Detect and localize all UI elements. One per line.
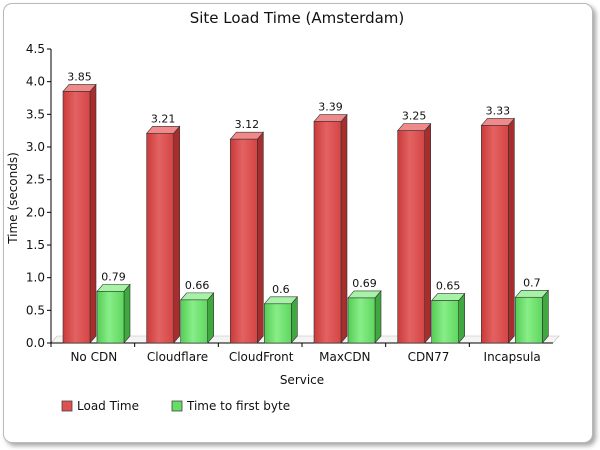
bar-top-load-time xyxy=(62,84,97,92)
y-tick-label: 3.0 xyxy=(26,140,45,154)
bar-side-ttfb xyxy=(207,292,214,344)
legend: Load Time Time to first byte xyxy=(61,399,290,413)
legend-swatch-ttfb xyxy=(171,400,183,412)
bar-top-load-time xyxy=(313,114,348,122)
y-tick-label: 0.0 xyxy=(26,336,45,350)
x-tick-label: CloudFront xyxy=(229,350,294,364)
bar-side-load-time xyxy=(340,113,348,344)
bar-side-ttfb xyxy=(542,289,549,344)
bar-side-ttfb xyxy=(291,295,298,344)
data-label-ttfb: 0.69 xyxy=(352,277,377,290)
bar-side-ttfb xyxy=(374,290,382,344)
bar-top-ttfb xyxy=(96,284,131,292)
x-tick-label: CDN77 xyxy=(408,350,450,364)
data-label-load-time: 3.21 xyxy=(151,112,176,125)
y-tick-label: 0.5 xyxy=(26,303,45,317)
y-tick-label: 2.0 xyxy=(26,205,45,219)
data-label-ttfb: 0.6 xyxy=(272,283,290,296)
data-label-ttfb: 0.7 xyxy=(523,276,541,289)
data-label-load-time: 3.33 xyxy=(486,104,511,117)
bar-side-load-time xyxy=(89,83,97,344)
bar-load-time xyxy=(146,132,174,344)
x-tick-label: Incapsula xyxy=(484,350,541,364)
bar-ttfb xyxy=(264,303,292,344)
x-tick-label: MaxCDN xyxy=(319,350,370,364)
data-label-ttfb: 0.79 xyxy=(101,270,126,283)
bar-side-ttfb xyxy=(123,283,131,344)
data-label-load-time: 3.25 xyxy=(402,110,427,123)
bar-ttfb xyxy=(347,297,376,344)
y-axis-label: Time (seconds) xyxy=(6,152,20,245)
x-tick-label: Cloudflare xyxy=(147,350,208,364)
legend-swatch-load-time xyxy=(61,400,73,412)
plot-area: 0.0 0.5 1.0 1.5 2.0 2.5 3.0 3.5 4.0 4.5 3.85 0.79 No… xyxy=(26,42,560,364)
bar-top-ttfb xyxy=(180,292,215,301)
bar-ttfb xyxy=(431,300,459,344)
y-tick-label: 3.5 xyxy=(26,107,45,121)
bar-side-load-time xyxy=(508,117,515,344)
data-label-load-time: 3.12 xyxy=(235,118,260,131)
bar-top-load-time xyxy=(397,123,432,131)
data-label-load-time: 3.85 xyxy=(67,70,92,83)
bar-load-time xyxy=(397,130,425,344)
bar-top-load-time xyxy=(229,131,264,140)
x-axis-label: Service xyxy=(280,373,324,387)
bar-side-load-time xyxy=(257,131,264,344)
y-tick-label: 4.5 xyxy=(26,42,45,56)
legend-label-ttfb: Time to first byte xyxy=(186,399,290,413)
bar-side-load-time xyxy=(424,122,431,344)
bar-load-time xyxy=(230,138,258,344)
bar-top-ttfb xyxy=(347,290,382,299)
data-label-ttfb: 0.66 xyxy=(185,279,210,292)
x-tick-label: No CDN xyxy=(70,350,117,364)
bar-top-ttfb xyxy=(431,293,466,301)
data-label-load-time: 3.39 xyxy=(318,101,343,114)
bar-side-load-time xyxy=(173,125,180,344)
bar-ttfb xyxy=(515,296,543,344)
bar-ttfb xyxy=(96,291,125,344)
bar-top-load-time xyxy=(146,125,181,134)
bar-load-time xyxy=(481,125,509,344)
bar-load-time xyxy=(62,91,91,344)
legend-label-load-time: Load Time xyxy=(77,399,139,413)
bar-top-ttfb xyxy=(514,289,549,298)
y-tick-label: 4.0 xyxy=(26,75,45,89)
chart-title: Site Load Time (Amsterdam) xyxy=(190,9,405,27)
bar-ttfb xyxy=(180,299,208,344)
bar-side-ttfb xyxy=(458,292,465,344)
y-tick-label: 1.0 xyxy=(26,271,45,285)
data-label-ttfb: 0.65 xyxy=(436,280,461,293)
bar-top-load-time xyxy=(480,118,515,126)
bar-top-ttfb xyxy=(263,296,298,305)
y-tick-label: 1.5 xyxy=(26,238,45,252)
bar-load-time xyxy=(313,121,342,344)
y-tick-label: 2.5 xyxy=(26,173,45,187)
